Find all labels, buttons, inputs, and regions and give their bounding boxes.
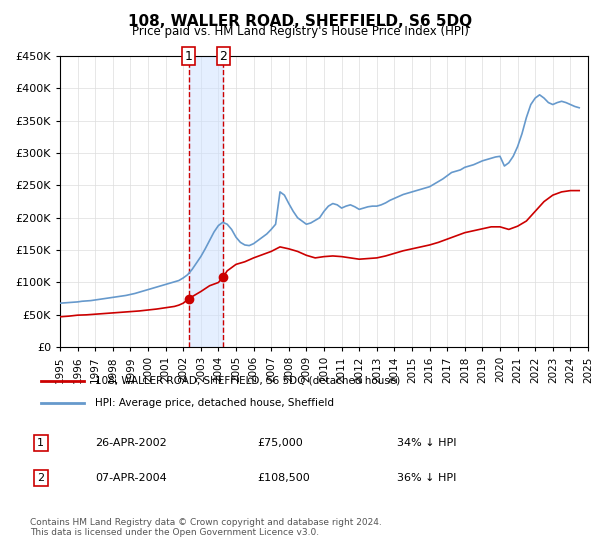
Text: 26-APR-2002: 26-APR-2002 <box>95 438 167 448</box>
Text: 1: 1 <box>185 49 193 63</box>
Text: 36% ↓ HPI: 36% ↓ HPI <box>397 473 457 483</box>
Text: 108, WALLER ROAD, SHEFFIELD, S6 5DQ: 108, WALLER ROAD, SHEFFIELD, S6 5DQ <box>128 14 472 29</box>
Text: £75,000: £75,000 <box>257 438 302 448</box>
Text: Contains HM Land Registry data © Crown copyright and database right 2024.
This d: Contains HM Land Registry data © Crown c… <box>30 518 382 538</box>
Text: HPI: Average price, detached house, Sheffield: HPI: Average price, detached house, Shef… <box>95 398 334 408</box>
Text: 34% ↓ HPI: 34% ↓ HPI <box>397 438 457 448</box>
Text: 108, WALLER ROAD, SHEFFIELD, S6 5DQ (detached house): 108, WALLER ROAD, SHEFFIELD, S6 5DQ (det… <box>95 376 400 386</box>
Text: 1: 1 <box>37 438 44 448</box>
Text: 2: 2 <box>219 49 227 63</box>
Text: £108,500: £108,500 <box>257 473 310 483</box>
Text: 2: 2 <box>37 473 44 483</box>
Text: 07-APR-2004: 07-APR-2004 <box>95 473 167 483</box>
Bar <box>189 56 223 347</box>
Text: Price paid vs. HM Land Registry's House Price Index (HPI): Price paid vs. HM Land Registry's House … <box>131 25 469 38</box>
